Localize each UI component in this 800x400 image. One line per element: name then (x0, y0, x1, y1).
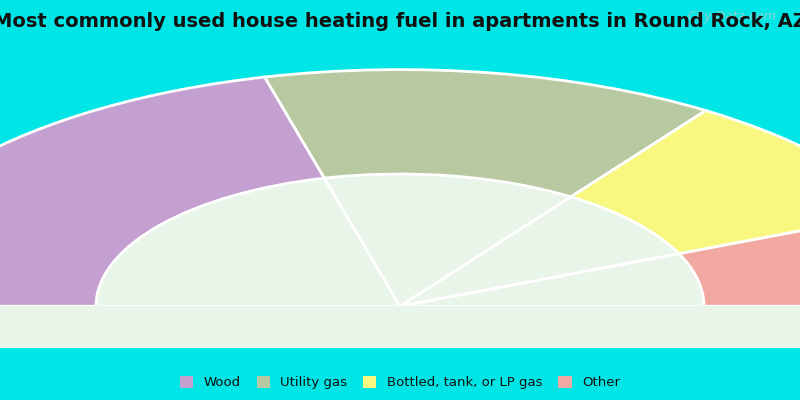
Wedge shape (400, 254, 704, 306)
Text: Most commonly used house heating fuel in apartments in Round Rock, AZ: Most commonly used house heating fuel in… (0, 12, 800, 31)
Wedge shape (400, 197, 679, 306)
Wedge shape (0, 77, 400, 306)
Bar (0, 306, 800, 348)
Wedge shape (400, 212, 800, 306)
Wedge shape (265, 70, 706, 306)
Legend: Wood, Utility gas, Bottled, tank, or LP gas, Other: Wood, Utility gas, Bottled, tank, or LP … (180, 376, 620, 390)
Wedge shape (400, 110, 800, 306)
Wedge shape (324, 174, 571, 306)
Text: City-Data.com: City-Data.com (687, 10, 776, 24)
Wedge shape (96, 178, 400, 306)
